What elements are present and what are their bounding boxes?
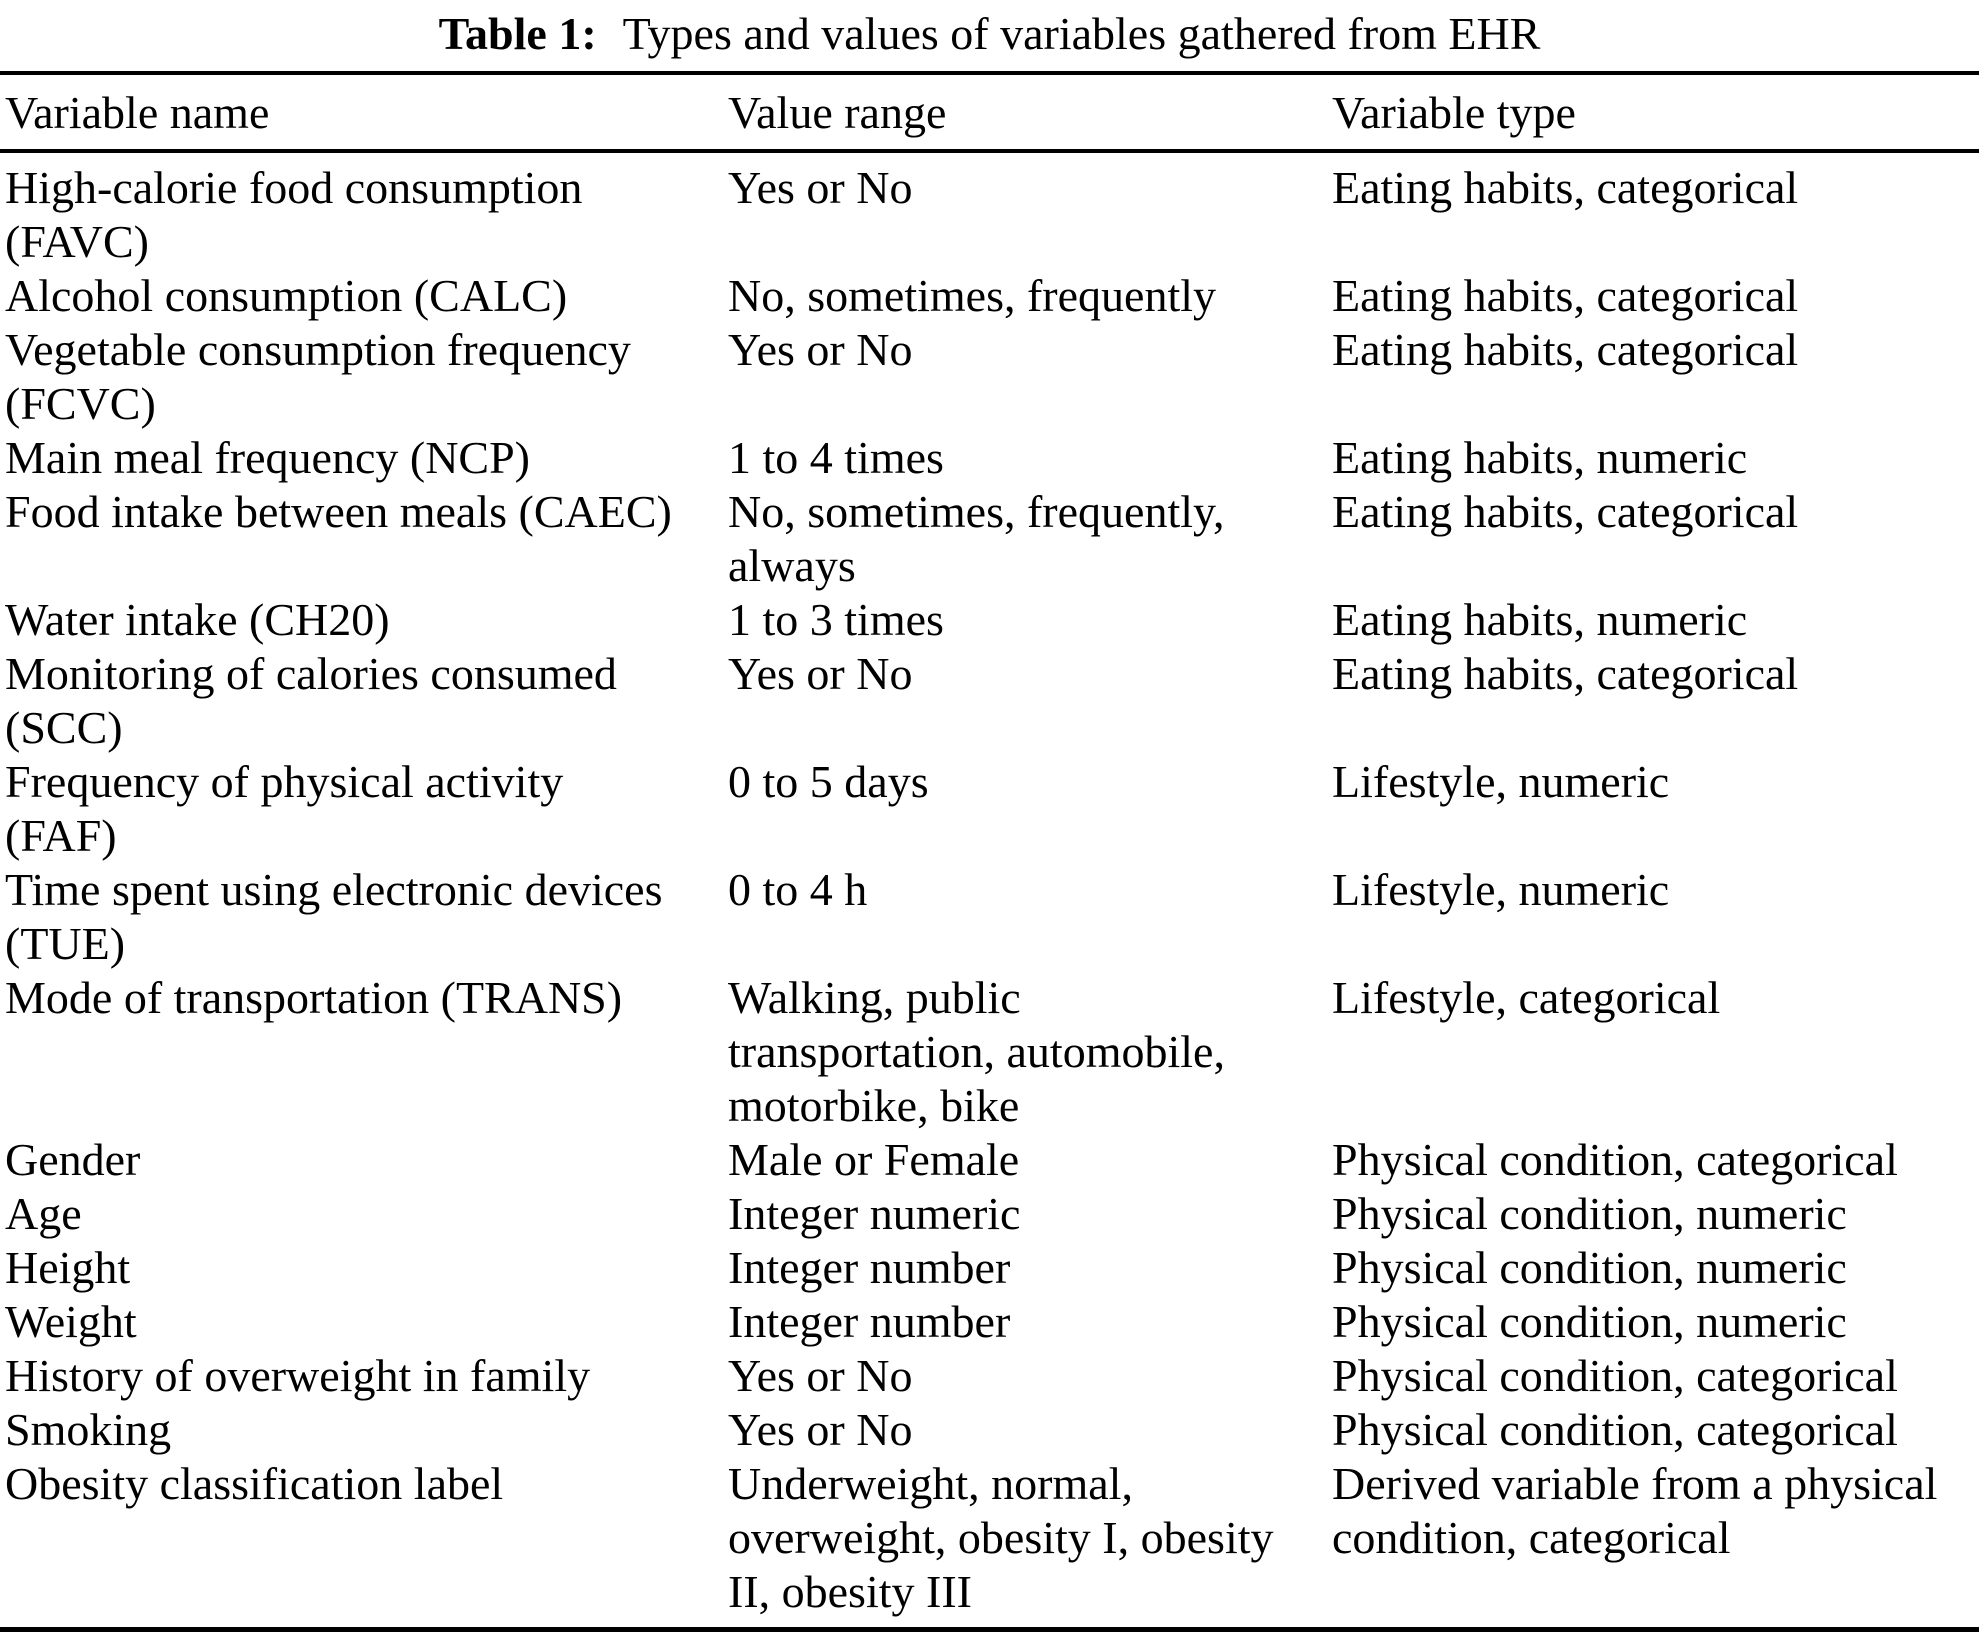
cell-variable-type: Physical condition, categorical xyxy=(1332,1404,1898,1455)
column-header-variable-type: Variable type xyxy=(1332,87,1576,138)
column-header-variable-name: Variable name xyxy=(5,87,270,138)
table-row: Smoking Yes or No Physical condition, ca… xyxy=(0,1403,1979,1457)
cell-variable-name: Food intake between meals (CAEC) xyxy=(5,486,672,537)
table-header-row: Variable name Value range Variable type xyxy=(0,75,1979,153)
table-row: Water intake (CH20) 1 to 3 times Eating … xyxy=(0,593,1979,647)
cell-variable-type: Derived variable from a physical conditi… xyxy=(1332,1458,1938,1563)
page: Table 1: Types and values of variables ga… xyxy=(0,6,1979,1632)
cell-variable-name: Obesity classification label xyxy=(5,1458,504,1509)
cell-variable-name: Vegetable consumption frequency (FCVC) xyxy=(5,324,631,429)
table-row: Monitoring of calories consumed (SCC) Ye… xyxy=(0,647,1979,755)
cell-value-range: Integer number xyxy=(728,1242,1011,1293)
cell-variable-name: Gender xyxy=(5,1134,141,1185)
table-caption: Table 1: Types and values of variables ga… xyxy=(0,6,1979,61)
cell-value-range: No, sometimes, frequently xyxy=(728,270,1217,321)
cell-variable-name: Alcohol consumption (CALC) xyxy=(5,270,568,321)
cell-variable-type: Eating habits, categorical xyxy=(1332,324,1799,375)
table-row: Obesity classification label Underweight… xyxy=(0,1457,1979,1619)
cell-variable-name: Height xyxy=(5,1242,131,1293)
table-row: History of overweight in family Yes or N… xyxy=(0,1349,1979,1403)
table-row: Frequency of physical activity (FAF) 0 t… xyxy=(0,755,1979,863)
cell-value-range: Yes or No xyxy=(728,1404,913,1455)
cell-variable-name: Weight xyxy=(5,1296,137,1347)
table-row: Height Integer number Physical condition… xyxy=(0,1241,1979,1295)
cell-value-range: 1 to 4 times xyxy=(728,432,944,483)
cell-value-range: Yes or No xyxy=(728,648,913,699)
table-row: Main meal frequency (NCP) 1 to 4 times E… xyxy=(0,431,1979,485)
table-body: High-calorie food consumption (FAVC) Yes… xyxy=(0,153,1979,1627)
cell-variable-name: Time spent using electronic devices (TUE… xyxy=(5,864,663,969)
table-row: Age Integer numeric Physical condition, … xyxy=(0,1187,1979,1241)
cell-variable-type: Eating habits, categorical xyxy=(1332,162,1799,213)
table-row: Weight Integer number Physical condition… xyxy=(0,1295,1979,1349)
cell-variable-type: Physical condition, numeric xyxy=(1332,1296,1847,1347)
table-row: Mode of transportation (TRANS) Walking, … xyxy=(0,971,1979,1133)
cell-value-range: 1 to 3 times xyxy=(728,594,944,645)
cell-variable-name: Frequency of physical activity (FAF) xyxy=(5,756,564,861)
cell-value-range: 0 to 5 days xyxy=(728,756,929,807)
cell-value-range: No, sometimes, frequently, always xyxy=(728,486,1225,591)
table-caption-label: Table 1: xyxy=(438,8,597,59)
cell-value-range: Yes or No xyxy=(728,324,913,375)
cell-value-range: Walking, public transportation, automobi… xyxy=(728,972,1225,1131)
table-row: Food intake between meals (CAEC) No, som… xyxy=(0,485,1979,593)
cell-variable-type: Physical condition, categorical xyxy=(1332,1350,1898,1401)
cell-value-range: Integer number xyxy=(728,1296,1011,1347)
cell-variable-type: Eating habits, categorical xyxy=(1332,486,1799,537)
table-row: Alcohol consumption (CALC) No, sometimes… xyxy=(0,269,1979,323)
cell-variable-type: Eating habits, numeric xyxy=(1332,432,1748,483)
cell-variable-name: Water intake (CH20) xyxy=(5,594,390,645)
cell-variable-type: Physical condition, categorical xyxy=(1332,1134,1898,1185)
table-row: Time spent using electronic devices (TUE… xyxy=(0,863,1979,971)
table-row: Vegetable consumption frequency (FCVC) Y… xyxy=(0,323,1979,431)
table-caption-text: Types and values of variables gathered f… xyxy=(622,8,1541,59)
cell-variable-name: History of overweight in family xyxy=(5,1350,591,1401)
cell-value-range: Integer numeric xyxy=(728,1188,1021,1239)
cell-variable-name: Smoking xyxy=(5,1404,172,1455)
cell-value-range: Yes or No xyxy=(728,162,913,213)
cell-variable-name: Age xyxy=(5,1188,82,1239)
cell-value-range: 0 to 4 h xyxy=(728,864,868,915)
cell-variable-name: Monitoring of calories consumed (SCC) xyxy=(5,648,617,753)
cell-variable-type: Eating habits, categorical xyxy=(1332,648,1799,699)
cell-variable-type: Lifestyle, categorical xyxy=(1332,972,1721,1023)
cell-variable-type: Lifestyle, numeric xyxy=(1332,756,1670,807)
table-row: High-calorie food consumption (FAVC) Yes… xyxy=(0,161,1979,269)
cell-value-range: Underweight, normal, overweight, obesity… xyxy=(728,1458,1274,1617)
cell-variable-type: Physical condition, numeric xyxy=(1332,1188,1847,1239)
variables-table: Variable name Value range Variable type … xyxy=(0,71,1979,1632)
cell-variable-name: High-calorie food consumption (FAVC) xyxy=(5,162,583,267)
cell-variable-type: Physical condition, numeric xyxy=(1332,1242,1847,1293)
cell-variable-type: Eating habits, numeric xyxy=(1332,594,1748,645)
cell-variable-type: Lifestyle, numeric xyxy=(1332,864,1670,915)
cell-variable-name: Mode of transportation (TRANS) xyxy=(5,972,623,1023)
cell-value-range: Male or Female xyxy=(728,1134,1020,1185)
cell-variable-name: Main meal frequency (NCP) xyxy=(5,432,531,483)
column-header-value-range: Value range xyxy=(728,87,947,138)
cell-variable-type: Eating habits, categorical xyxy=(1332,270,1799,321)
table-row: Gender Male or Female Physical condition… xyxy=(0,1133,1979,1187)
cell-value-range: Yes or No xyxy=(728,1350,913,1401)
